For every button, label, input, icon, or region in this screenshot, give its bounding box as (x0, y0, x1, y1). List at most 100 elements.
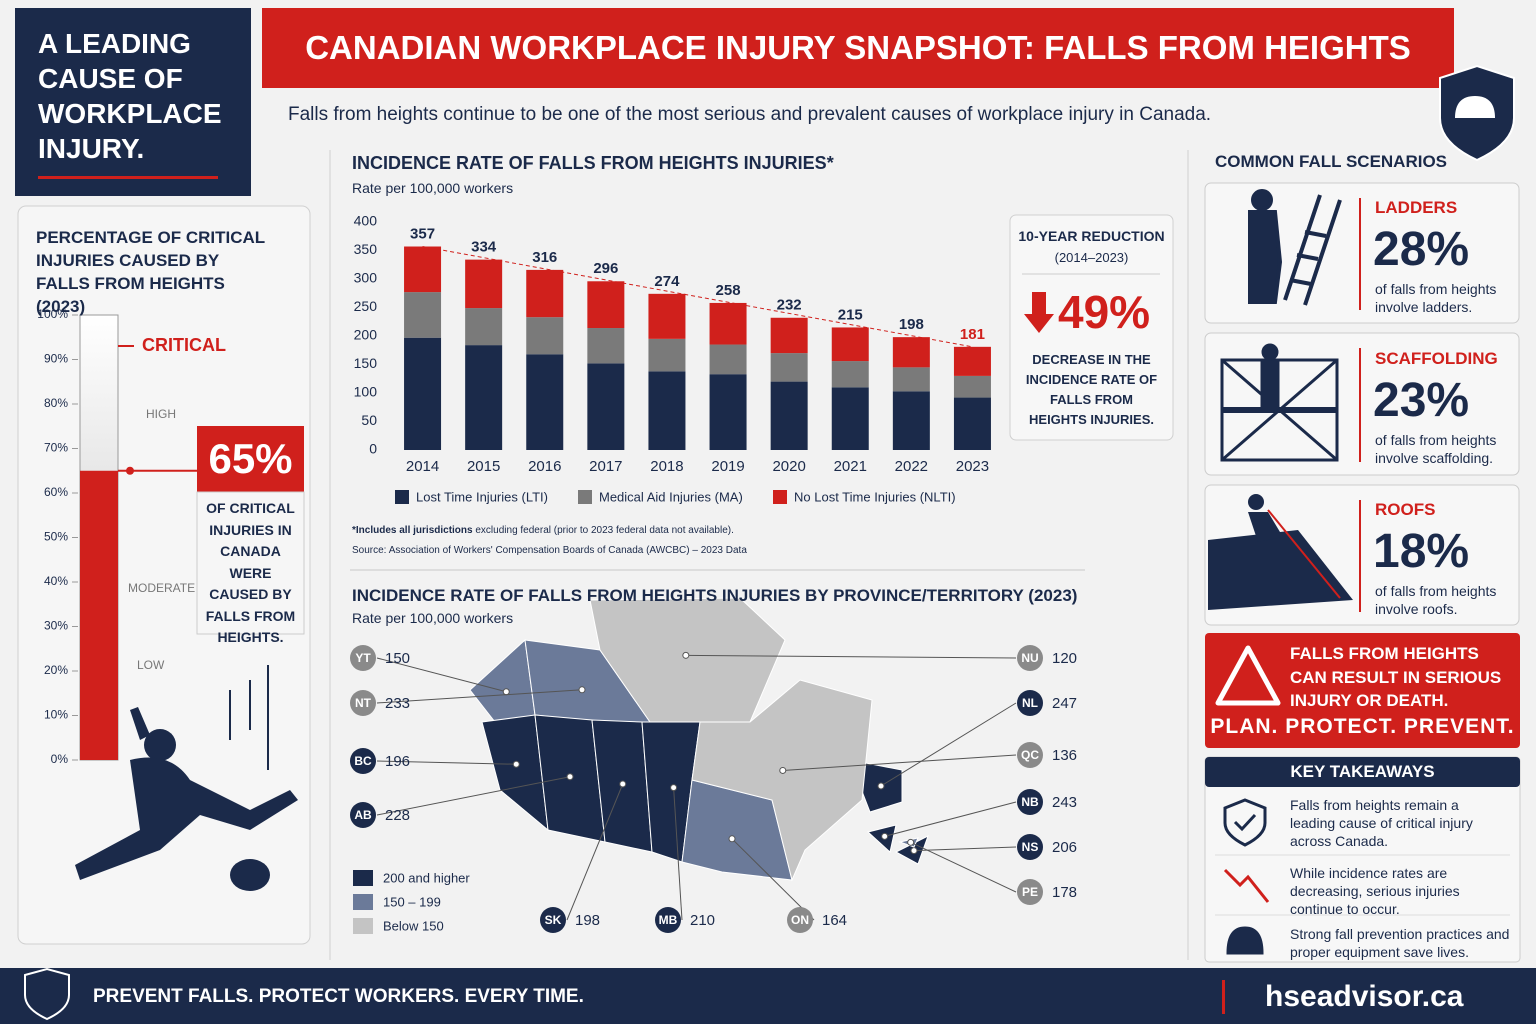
total-label: 215 (838, 306, 863, 323)
bar-segment (648, 293, 686, 339)
anchor-dot (682, 651, 690, 659)
bar-segment (892, 391, 930, 450)
region-code: NB (1021, 795, 1039, 809)
bar-segment (404, 292, 442, 338)
region (691, 679, 873, 882)
anchor-dot (566, 773, 574, 781)
anchor-dot (907, 838, 915, 846)
title-banner (262, 8, 1454, 88)
legend-label: 150 – 199 (383, 894, 441, 909)
legend-label: Lost Time Injuries (LTI) (416, 489, 548, 504)
region (589, 597, 786, 723)
bar-segment (587, 281, 625, 329)
x-tick-label: 2017 (589, 458, 622, 475)
warning-slogan: PLAN. PROTECT. PREVENT. (1210, 715, 1515, 738)
total-label: 232 (777, 297, 802, 314)
ladder-icon (1248, 189, 1342, 306)
region (469, 638, 536, 723)
bar-segment (404, 337, 442, 450)
x-tick-label: 2015 (467, 458, 500, 475)
bar-segment (953, 346, 991, 376)
takeaways-header (1205, 757, 1520, 787)
bar-segment (953, 397, 991, 450)
region-value: 120 (1052, 650, 1077, 667)
region-code: SK (545, 913, 562, 927)
total-label: 258 (716, 282, 741, 299)
warning-icon (1215, 645, 1281, 706)
anchor-dot (578, 686, 586, 694)
bar-segment (709, 302, 747, 345)
region-code: BC (354, 754, 372, 768)
bar-segment (892, 367, 930, 392)
region-badge (350, 748, 376, 774)
scenario-value: 28% (1373, 223, 1470, 276)
side-header-box (15, 8, 251, 196)
bar-segment (831, 361, 869, 388)
total-label: 316 (532, 249, 557, 266)
region-badge (1017, 742, 1043, 768)
footer-bar (0, 968, 1536, 1024)
anchor-dot (619, 780, 627, 788)
takeaway: Strong fall prevention practices and pro… (1290, 926, 1510, 960)
scenario-name: SCAFFOLDING (1375, 349, 1498, 368)
takeaway-icons (1223, 798, 1270, 955)
callout-value-box (197, 426, 304, 492)
scenario-boxes (1204, 182, 1520, 626)
logo-helmet (1455, 96, 1495, 118)
bar (80, 470, 118, 760)
footer-site: hseadvisor.ca (1265, 980, 1464, 1013)
region-badge (655, 907, 681, 933)
region-value: 164 (822, 912, 847, 929)
leader-line (376, 689, 583, 704)
region-badge (350, 802, 376, 828)
total-label: 357 (410, 225, 435, 242)
x-tick-label: 2019 (711, 458, 744, 475)
legend-label: 200 and higher (383, 870, 470, 885)
y-tick-label: 50% (44, 530, 68, 544)
callout-text-box (196, 491, 305, 635)
anchor-dot (502, 688, 510, 696)
y-tick-label: 250 (354, 298, 378, 314)
x-tick-label: 2014 (406, 458, 439, 475)
leader-line (376, 657, 507, 693)
zone-label: CRITICAL (142, 335, 226, 355)
reduction-value: 49% (1058, 286, 1151, 338)
leader-line (731, 838, 815, 921)
bar-segment (953, 375, 991, 398)
takeaway: While incidence rates are decreasing, se… (1290, 865, 1460, 917)
y-tick-label: 400 (354, 213, 378, 229)
scenario-value: 18% (1373, 525, 1470, 578)
footnote-text: excluding federal (prior to 2023 federal… (475, 525, 734, 536)
region-value: 178 (1052, 884, 1077, 901)
y-tick-label: 70% (44, 441, 68, 455)
legend-label: Below 150 (383, 918, 444, 933)
region-badge (787, 907, 813, 933)
region-badge (1017, 834, 1043, 860)
bar-segment (892, 337, 930, 368)
bar-segment (587, 363, 625, 450)
callout-text: OF CRITICAL INJURIES IN CANADA WERE CAUS… (205, 500, 296, 645)
region-badge (1017, 879, 1043, 905)
y-tick-label: 40% (44, 574, 68, 588)
chart-title: PERCENTAGE OF CRITICAL INJURIES CAUSED B… (36, 228, 265, 316)
takeaways-title: KEY TAKEAWAYS (1290, 762, 1435, 781)
subtitle: Falls from heights continue to be one of… (288, 104, 1212, 125)
falling-worker-icon (75, 665, 298, 891)
map-title: INCIDENCE RATE OF FALLS FROM HEIGHTS INJ… (352, 586, 1078, 605)
y-tick-label: 0% (51, 752, 69, 766)
anchor-dot (670, 784, 678, 792)
leader-line (913, 846, 1017, 852)
bar-segment (831, 387, 869, 450)
total-label: 198 (899, 316, 924, 333)
scenarios-title: COMMON FALL SCENARIOS (1215, 152, 1448, 171)
leader-line (782, 754, 1017, 771)
bar-segment (709, 374, 747, 450)
takeaway: Falls from heights remain a leading caus… (1290, 797, 1473, 849)
map-subtitle: Rate per 100,000 workers (352, 610, 514, 626)
region-code: QC (1021, 748, 1039, 762)
region-badge (350, 645, 376, 671)
footnote: *Includes all jurisdictions excluding fe… (352, 525, 734, 536)
down-arrow-icon (1024, 292, 1054, 333)
legend-label: No Lost Time Injuries (NLTI) (794, 489, 956, 504)
source: Source: Association of Workers' Compensa… (352, 545, 747, 556)
